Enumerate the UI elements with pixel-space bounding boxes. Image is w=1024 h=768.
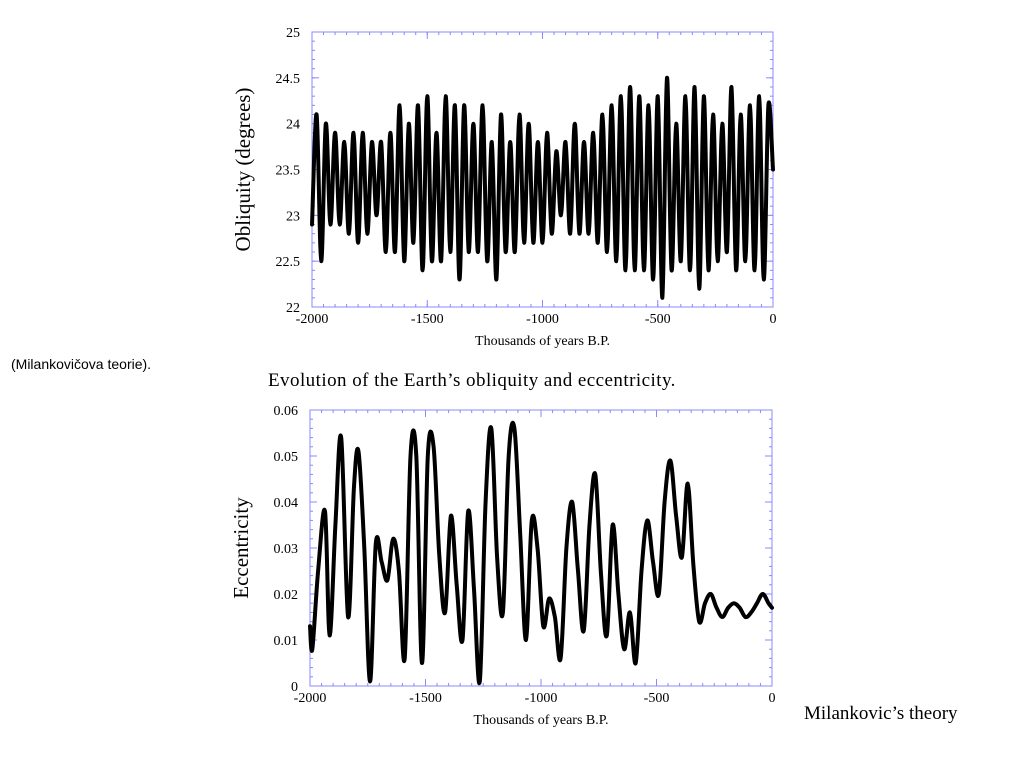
obliquity-x-axis-label: Thousands of years B.P. (475, 334, 610, 349)
obliquity-x-tick-label: 0 (770, 312, 777, 327)
obliquity-y-tick-label: 24.5 (276, 72, 301, 87)
eccentricity-y-tick-label: 0.03 (274, 542, 299, 557)
eccentricity-y-tick-label: 0 (291, 680, 298, 695)
eccentricity-chart: -2000 -1500 -1000 -500 0 0 0.01 0.02 0.03 0.04 0.0… (229, 404, 776, 728)
eccentricity-y-axis-label: Eccentricity (229, 497, 253, 599)
eccentricity-x-tick-label: -1000 (525, 691, 558, 706)
obliquity-y-tick-label: 24 (286, 118, 300, 133)
eccentricity-y-tick-label: 0.02 (274, 588, 299, 603)
eccentricity-x-tick-label: -1500 (409, 691, 442, 706)
eccentricity-y-tick-label: 0.05 (274, 450, 299, 465)
theory-caption: Milankovic’s theory (804, 703, 958, 724)
obliquity-x-tick-label: -1500 (411, 312, 444, 327)
side-note: (Milankovičova teorie). (11, 356, 152, 372)
obliquity-y-tick-label: 23 (286, 209, 300, 224)
obliquity-chart: -2000 -1500 -1000 -500 0 22 22.5 23 23.5 24 24.5 25… (231, 26, 777, 349)
obliquity-series-line (310, 75, 775, 300)
obliquity-x-tick-label: -500 (645, 312, 671, 327)
obliquity-y-tick-label: 25 (286, 26, 300, 41)
obliquity-x-tick-label: -1000 (526, 312, 559, 327)
eccentricity-x-tick-label: -500 (644, 691, 670, 706)
obliquity-y-tick-label: 23.5 (276, 164, 301, 179)
obliquity-x-tick-label: -2000 (296, 312, 329, 327)
eccentricity-x-tick-label: 0 (769, 691, 776, 706)
eccentricity-y-tick-label: 0.04 (274, 496, 299, 511)
eccentricity-y-tick-label: 0.06 (274, 404, 299, 419)
eccentricity-x-tick-label: -2000 (294, 691, 327, 706)
eccentricity-x-axis-label: Thousands of years B.P. (474, 713, 609, 728)
eccentricity-series-line (308, 420, 774, 686)
obliquity-y-axis-label: Obliquity (degrees) (231, 88, 255, 252)
eccentricity-y-tick-label: 0.01 (274, 634, 299, 649)
obliquity-y-tick-label: 22 (286, 301, 300, 316)
obliquity-y-tick-label: 22.5 (276, 255, 301, 270)
figure-caption: Evolution of the Earth’s obliquity and e… (268, 370, 676, 391)
